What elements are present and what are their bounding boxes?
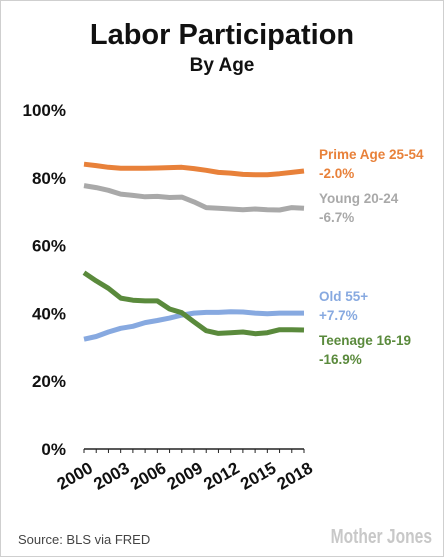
series-lines bbox=[82, 161, 305, 342]
y-tick-label: 60% bbox=[32, 237, 66, 256]
series-change-young-20-24: -6.7% bbox=[319, 210, 354, 225]
y-tick-label: 100% bbox=[23, 101, 66, 120]
series-label-teenage-16-19: Teenage 16-19 bbox=[319, 333, 411, 348]
series-change-teenage-16-19: -16.9% bbox=[319, 352, 362, 367]
x-tick-label: 2000 bbox=[54, 458, 96, 493]
source-note: Source: BLS via FRED bbox=[18, 532, 150, 547]
series-label-old-55-: Old 55+ bbox=[319, 289, 368, 304]
series-label-young-20-24: Young 20-24 bbox=[319, 191, 399, 206]
series-line-young-20-24 bbox=[83, 183, 305, 213]
x-tick-label: 2006 bbox=[127, 458, 169, 493]
series-line-old-55- bbox=[83, 309, 304, 342]
y-axis: 0% 20% 40% 60% 80% 100% bbox=[23, 101, 66, 459]
series-line-teenage-16-19 bbox=[82, 270, 305, 337]
x-tick-label: 2015 bbox=[237, 458, 279, 493]
series-change-prime-age-25-54: -2.0% bbox=[319, 166, 354, 181]
chart-subtitle: By Age bbox=[190, 55, 255, 76]
y-tick-label: 20% bbox=[32, 372, 66, 391]
series-change-old-55-: +7.7% bbox=[319, 308, 358, 323]
x-tick-label: 2018 bbox=[274, 458, 316, 493]
x-tick-label: 2003 bbox=[90, 458, 132, 493]
series-label-prime-age-25-54: Prime Age 25-54 bbox=[319, 147, 424, 162]
y-tick-label: 40% bbox=[32, 304, 66, 323]
brand-logo: Mother Jones bbox=[331, 525, 432, 547]
series-labels: Prime Age 25-54 -2.0% Young 20-24 -6.7% Old … bbox=[319, 147, 424, 367]
x-tick-label: 2012 bbox=[200, 458, 242, 493]
x-tick-label: 2009 bbox=[164, 458, 206, 493]
y-tick-label: 0% bbox=[41, 440, 66, 459]
chart-title: Labor Participation bbox=[90, 19, 354, 51]
y-tick-label: 80% bbox=[32, 169, 66, 188]
series-line-prime-age-25-54 bbox=[83, 161, 305, 178]
